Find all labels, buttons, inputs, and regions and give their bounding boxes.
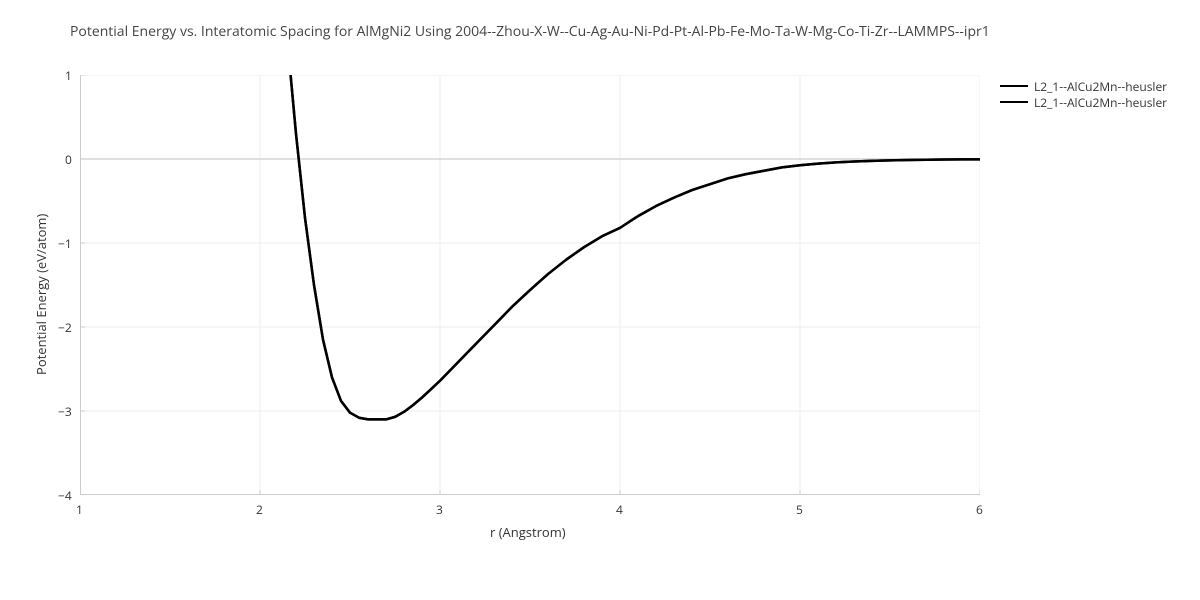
- y-tick-label: −2: [58, 319, 72, 336]
- legend-swatch: [1000, 85, 1028, 87]
- x-tick-label: 1: [76, 501, 83, 518]
- y-tick-label: −1: [58, 235, 72, 252]
- chart-container: Potential Energy vs. Interatomic Spacing…: [0, 0, 1200, 600]
- y-tick-label: 1: [65, 67, 72, 84]
- y-tick-label: −3: [58, 403, 72, 420]
- legend-item[interactable]: L2_1--AlCu2Mn--heusler: [1000, 94, 1167, 110]
- legend-label: L2_1--AlCu2Mn--heusler: [1034, 78, 1167, 95]
- legend-item[interactable]: L2_1--AlCu2Mn--heusler: [1000, 78, 1167, 94]
- chart-plot[interactable]: [80, 75, 980, 495]
- y-axis-label: Potential Energy (eV/atom): [32, 214, 50, 375]
- y-tick-label: −4: [58, 487, 72, 504]
- legend-label: L2_1--AlCu2Mn--heusler: [1034, 94, 1167, 111]
- x-tick-label: 5: [796, 501, 803, 518]
- x-tick-label: 3: [436, 501, 443, 518]
- x-tick-label: 4: [616, 501, 623, 518]
- chart-legend: L2_1--AlCu2Mn--heuslerL2_1--AlCu2Mn--heu…: [1000, 78, 1167, 110]
- x-axis-label: r (Angstrom): [490, 523, 566, 541]
- x-tick-label: 2: [256, 501, 263, 518]
- y-tick-label: 0: [65, 151, 72, 168]
- x-tick-label: 6: [976, 501, 983, 518]
- legend-swatch: [1000, 101, 1028, 103]
- chart-title: Potential Energy vs. Interatomic Spacing…: [70, 22, 990, 41]
